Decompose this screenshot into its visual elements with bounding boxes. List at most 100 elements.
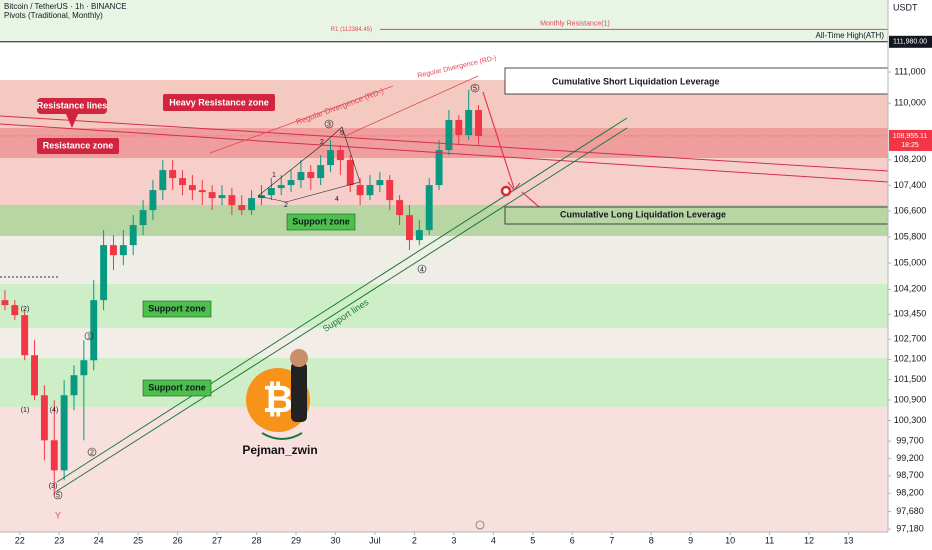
x-tick-label: 22 (15, 535, 25, 545)
candle-body (198, 190, 206, 193)
y-tick-label: 99,700 (896, 436, 924, 446)
heavy-resistance-label: Heavy Resistance zone (169, 97, 269, 107)
y-tick-label: 107,400 (894, 180, 927, 190)
zone (0, 158, 888, 205)
wave-label: (4) (50, 407, 59, 414)
candle-body (307, 172, 315, 179)
zone (0, 284, 888, 328)
target (500, 185, 512, 197)
label-box (37, 98, 107, 114)
x-tick-label: 6 (570, 535, 575, 545)
candle-body (435, 150, 443, 186)
candle-body (119, 245, 127, 256)
wave-label: 4 (420, 266, 424, 273)
candle-body (297, 172, 305, 181)
candle-body (396, 200, 404, 216)
x-tick-label: 25 (133, 535, 143, 545)
candle-body (386, 180, 394, 201)
y-tick-label: 111,000 (894, 66, 925, 76)
support-zone-label: Support zone (292, 216, 350, 226)
candle-body (139, 210, 147, 226)
x-tick-label: 10 (725, 535, 735, 545)
ath-price-label: 111,980.00 (893, 39, 927, 46)
x-tick-label: 24 (94, 535, 104, 545)
candle-body (21, 315, 29, 356)
zone (0, 407, 888, 532)
logo-underline (261, 432, 303, 440)
divergence-line (344, 75, 479, 137)
x-tick-label: 29 (291, 535, 301, 545)
y-tick-label: 106,600 (894, 205, 927, 215)
callout-pointer (66, 114, 78, 128)
candle-body (80, 360, 88, 376)
axes: 111,000 110,000 108,200 107,400 106,600 105,8… (15, 35, 932, 545)
y-tick-label: 98,200 (896, 488, 924, 498)
x-tick-label: 27 (212, 535, 222, 545)
arrow-head (507, 181, 521, 191)
title: Bitcoin / TetherUS · 1h · BINANCE (4, 2, 127, 11)
zone (0, 0, 888, 41)
candle-body (277, 185, 285, 189)
label-box (286, 213, 356, 231)
x-tick-label: 3 (451, 535, 456, 545)
label-box (142, 379, 212, 397)
candle-body (11, 305, 19, 316)
x-tick-label: 28 (252, 535, 262, 545)
y-tick-label: 97,680 (896, 506, 924, 516)
candle-body (327, 150, 334, 166)
candle-body (70, 375, 78, 396)
ath-price-tag (889, 35, 932, 48)
divergence-label: Regular Divergence (RD-) (417, 55, 497, 80)
y-tick-label: 100,300 (894, 415, 927, 425)
candle-body (356, 185, 364, 196)
last-price-label: 108,955.11 (893, 133, 928, 140)
y-tick-label: 100,900 (894, 394, 927, 404)
x-tick-label: 30 (330, 535, 340, 545)
bitcoin-symbol: ₿ (263, 379, 294, 421)
author: Pejman_zwin (242, 443, 317, 457)
wave-label: 1 (87, 333, 91, 340)
y-tick-label: 99,200 (896, 453, 924, 463)
wave-label: 5 (473, 85, 477, 92)
x-tick-label: 7 (609, 535, 614, 545)
candle-body (248, 198, 256, 211)
y-tick-label: 105,000 (894, 257, 927, 267)
wave-label: 5 (56, 492, 60, 499)
candle-body (346, 160, 354, 186)
r1-label: R1 (112384.45) (331, 27, 372, 33)
candle-body (50, 440, 58, 471)
x-tick-label: 2 (412, 535, 417, 545)
support-zone-label: Support zone (148, 382, 206, 392)
resistance-lines-label: Resistance lines (37, 100, 108, 110)
y-tick-label: 103,450 (894, 309, 927, 319)
support-zone-label: Support zone (148, 303, 206, 313)
candle-body (366, 185, 374, 196)
candle-body (110, 245, 117, 256)
candle-body (169, 170, 177, 179)
label-box (37, 138, 119, 154)
x-tick-label: 5 (530, 535, 535, 545)
candle-body (406, 215, 413, 241)
candle-body (415, 230, 423, 241)
figure-head (290, 349, 308, 367)
wave-circle (87, 447, 97, 457)
ath-name: All-Time High(ATH) (816, 31, 885, 40)
subtitle: Pivots (Traditional, Monthly) (4, 11, 103, 20)
wave-circle (84, 331, 94, 341)
x-tick-label: Jul (369, 535, 381, 545)
y-tick-label: 108,200 (894, 154, 927, 164)
support-line (56, 127, 628, 492)
x-tick-label: 9 (688, 535, 693, 545)
candle-body (465, 110, 473, 136)
x-tick-label: 4 (491, 535, 496, 545)
y-tick-label: 104,200 (894, 284, 927, 294)
short-liq-label: Cumulative Short Liquidation Leverage (552, 76, 720, 86)
arrow (482, 91, 515, 189)
wave-circle (324, 119, 334, 129)
candle-body (149, 190, 157, 211)
figure (291, 362, 307, 422)
candle-body (159, 170, 167, 191)
y-tick-label: 110,000 (894, 98, 926, 108)
wave-circle (470, 83, 480, 93)
